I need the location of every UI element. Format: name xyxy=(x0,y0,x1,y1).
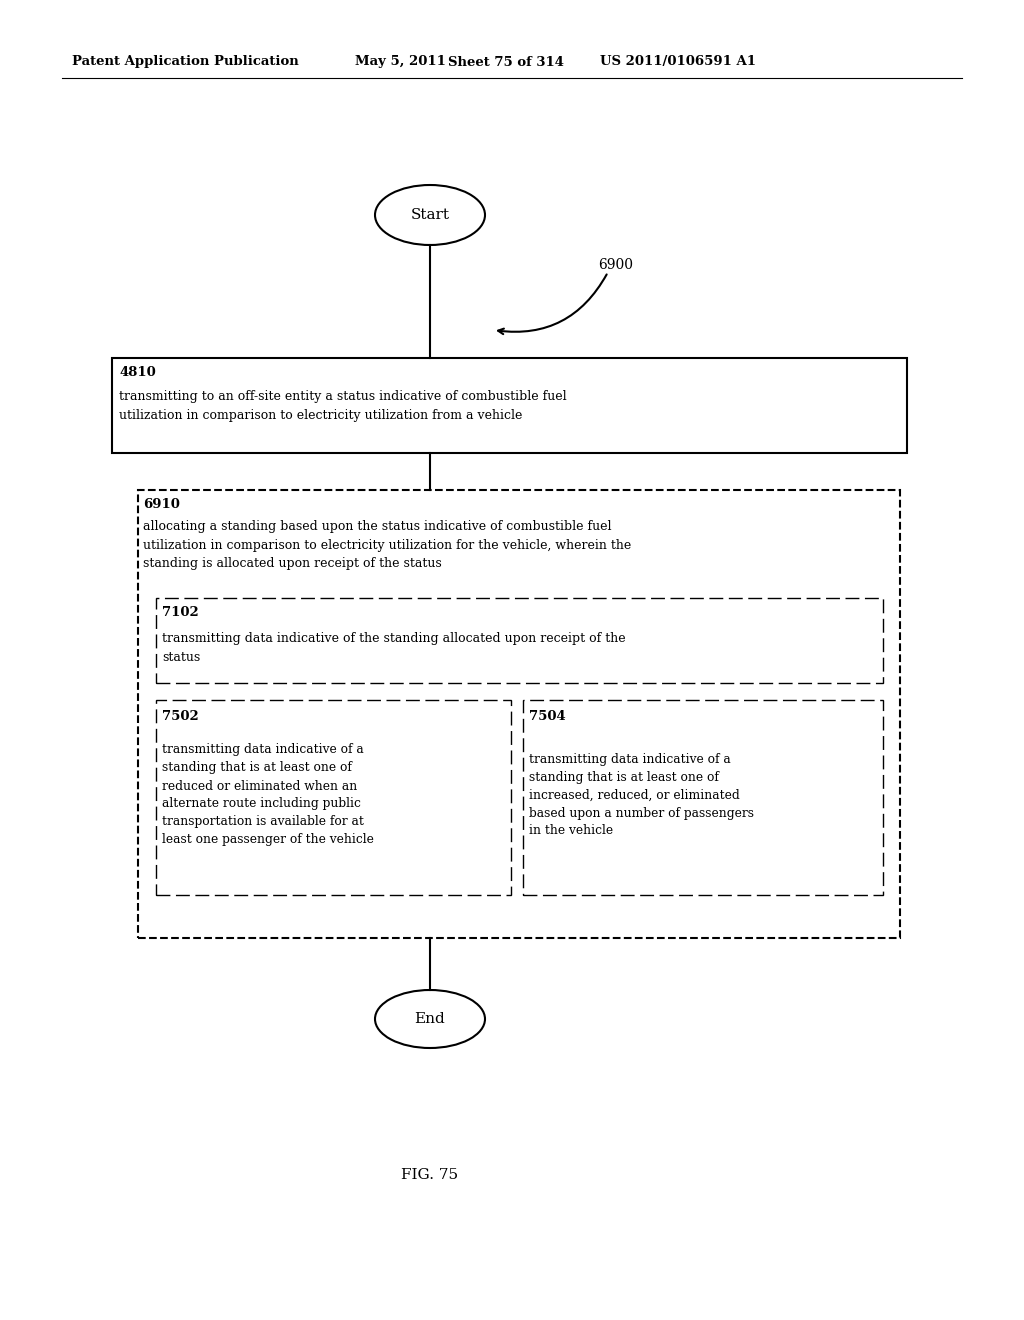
Bar xyxy=(112,358,907,453)
Bar xyxy=(156,598,883,682)
Text: May 5, 2011: May 5, 2011 xyxy=(355,55,445,69)
Text: transmitting data indicative of a
standing that is at least one of
reduced or el: transmitting data indicative of a standi… xyxy=(162,743,374,846)
Text: FIG. 75: FIG. 75 xyxy=(401,1168,459,1181)
Text: 6900: 6900 xyxy=(598,257,633,272)
Text: 7502: 7502 xyxy=(162,710,199,722)
Text: 6910: 6910 xyxy=(143,498,180,511)
Text: transmitting data indicative of the standing allocated upon receipt of the
statu: transmitting data indicative of the stan… xyxy=(162,632,626,664)
Text: End: End xyxy=(415,1012,445,1026)
Text: US 2011/0106591 A1: US 2011/0106591 A1 xyxy=(600,55,756,69)
Bar xyxy=(156,700,511,895)
Text: Start: Start xyxy=(411,209,450,222)
Text: transmitting to an off-site entity a status indicative of combustible fuel
utili: transmitting to an off-site entity a sta… xyxy=(119,391,566,422)
Bar xyxy=(523,700,883,895)
Text: allocating a standing based upon the status indicative of combustible fuel
utili: allocating a standing based upon the sta… xyxy=(143,520,631,570)
Text: 4810: 4810 xyxy=(119,366,156,379)
Text: 7504: 7504 xyxy=(529,710,565,722)
Text: transmitting data indicative of a
standing that is at least one of
increased, re: transmitting data indicative of a standi… xyxy=(529,752,754,837)
Text: Sheet 75 of 314: Sheet 75 of 314 xyxy=(449,55,564,69)
Text: Patent Application Publication: Patent Application Publication xyxy=(72,55,299,69)
Bar xyxy=(138,490,900,939)
Text: 7102: 7102 xyxy=(162,606,199,619)
